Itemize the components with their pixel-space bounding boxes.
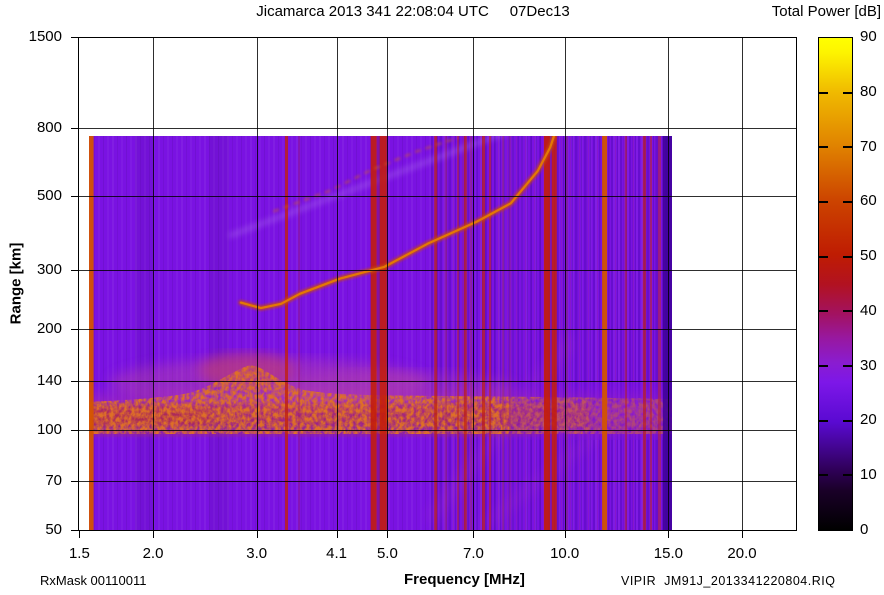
colorbar-tick-mark (843, 201, 852, 203)
y-tick-mark (71, 429, 78, 431)
y-tick-mark (71, 380, 78, 382)
y-tick-mark (71, 329, 78, 331)
gridline-y (79, 196, 796, 198)
gridline-x (742, 38, 743, 530)
x-tick-mark (387, 531, 389, 538)
colorbar-tick-label: 60 (860, 192, 877, 210)
gridline-y (79, 270, 796, 272)
x-tick-label: 4.1 (326, 545, 348, 562)
colorbar-tick-mark (843, 310, 852, 313)
x-tick-mark (153, 531, 154, 538)
colorbar-title: Total Power [dB] (771, 3, 881, 20)
colorbar-tick-mark (819, 474, 828, 477)
y-tick-label: 1500 (28, 27, 62, 45)
colorbar-tick-mark (843, 474, 852, 477)
x-tick-label: 2.0 (142, 545, 164, 562)
colorbar-tick-mark (819, 365, 828, 367)
data-file-text: VIPIR JM91J_2013341220804.RIQ (621, 574, 836, 588)
gridline-x (256, 38, 258, 530)
gridline-x (473, 38, 475, 530)
x-tick-mark (668, 531, 670, 538)
colorbar (818, 37, 853, 531)
colorbar-tick-mark (819, 310, 828, 313)
colorbar-tick-label: 90 (860, 28, 877, 45)
colorbar-tick-label: 30 (860, 356, 877, 374)
gridline-x (564, 38, 566, 530)
gridline-y (79, 429, 796, 431)
colorbar-tick-mark (819, 255, 828, 258)
colorbar-tick-mark (819, 201, 828, 203)
gridline-x (336, 38, 338, 530)
x-tick-mark (336, 531, 338, 538)
gridline-x (668, 38, 670, 530)
x-tick-label: 10.0 (550, 545, 580, 562)
x-tick-label: 7.0 (463, 545, 484, 562)
x-tick-mark (473, 531, 475, 538)
x-tick-label: 15.0 (653, 545, 683, 562)
x-axis-label: Frequency [MHz] (404, 571, 525, 588)
gridline-y (79, 329, 796, 331)
colorbar-tick-mark (843, 146, 852, 149)
y-tick-label: 70 (45, 472, 62, 490)
y-tick-label: 50 (45, 521, 62, 538)
colorbar-tick-label: 50 (860, 247, 877, 265)
rxmask-text: RxMask 00110011 (40, 573, 147, 588)
colorbar-tick-label: 80 (860, 82, 877, 100)
y-tick-mark (71, 128, 78, 130)
ionogram-heatmap-svg (88, 128, 672, 532)
gridline-x (387, 38, 389, 530)
y-tick-label: 200 (36, 320, 62, 338)
colorbar-tick-mark (843, 419, 852, 422)
y-tick-mark (71, 196, 78, 198)
colorbar-tick-label: 0 (860, 521, 869, 538)
x-tick-label: 5.0 (376, 545, 398, 562)
y-axis-label: Range [km] (7, 242, 25, 325)
x-tick-mark (564, 531, 566, 538)
x-tick-label: 20.0 (727, 545, 757, 562)
colorbar-tick-mark (843, 365, 852, 367)
x-tick-mark (256, 531, 258, 538)
y-tick-label: 800 (36, 119, 62, 137)
y-tick-mark (71, 530, 78, 531)
y-tick-label: 100 (36, 420, 62, 438)
gridline-y (79, 380, 796, 382)
y-tick-label: 140 (36, 371, 62, 389)
heatmap-canvas (88, 128, 672, 532)
colorbar-tick-mark (843, 91, 852, 94)
colorbar-tick-mark (843, 255, 852, 258)
x-tick-label: 1.5 (68, 545, 90, 562)
x-tick-mark (79, 531, 81, 538)
colorbar-tick-mark (819, 91, 828, 94)
y-tick-label: 300 (36, 261, 62, 279)
y-tick-mark (71, 36, 78, 38)
y-tick-label: 500 (36, 187, 62, 205)
gridline-y (79, 128, 796, 130)
plot-area (78, 37, 797, 532)
colorbar-tick-mark (819, 146, 828, 149)
y-tick-mark (71, 481, 78, 483)
x-tick-label: 3.0 (246, 545, 268, 562)
gridline-x (153, 38, 154, 530)
colorbar-tick-label: 10 (860, 466, 877, 484)
colorbar-tick-label: 20 (860, 411, 877, 429)
colorbar-tick-label: 70 (860, 137, 877, 155)
colorbar-tick-label: 40 (860, 301, 877, 319)
colorbar-tick-mark (819, 419, 828, 422)
x-tick-mark (742, 531, 743, 538)
y-tick-mark (71, 270, 78, 272)
gridline-y (79, 481, 796, 483)
plot-title: Jicamarca 2013 341 22:08:04 UTC 07Dec13 (256, 3, 570, 20)
